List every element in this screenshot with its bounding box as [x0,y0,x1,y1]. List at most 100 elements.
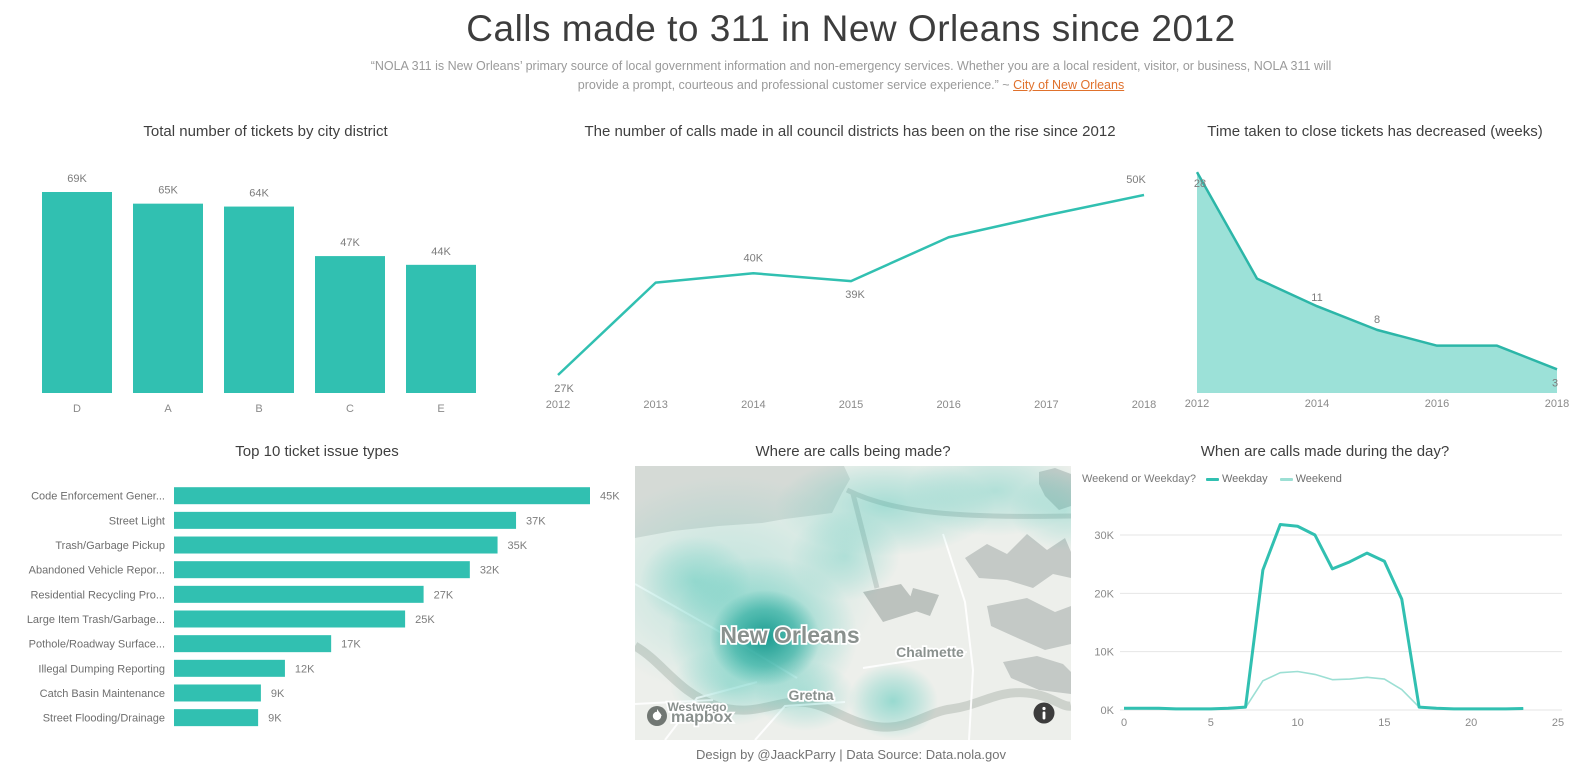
data-label: 35K [508,540,528,552]
map-label-new-orleans: New Orleans [720,622,859,648]
y-axis-label: 0K [1101,705,1115,717]
data-label: 65K [158,185,178,197]
map-industrial-area [907,588,939,616]
category-label: Trash/Garbage Pickup [55,540,165,552]
x-axis-label: 0 [1121,717,1127,729]
x-axis-label: 2018 [1545,398,1569,410]
top-issues-bar-chart: Code Enforcement Gener... 45K Street Light… [27,487,620,727]
x-axis-label: 2013 [643,399,667,411]
x-axis-label: 15 [1378,717,1390,729]
bar-catch-basin-maintenance[interactable] [174,684,261,702]
x-axis-label: 2014 [1305,398,1329,410]
bar-abandoned-vehicle-repor-[interactable] [174,561,470,579]
category-label: Large Item Trash/Garbage... [27,614,165,626]
data-label: 27K [434,589,454,601]
data-label: 32K [480,565,500,577]
data-label: 12K [295,663,315,675]
data-label: 17K [341,639,361,651]
category-label: Street Light [109,515,165,527]
category-label: Pothole/Roadway Surface... [29,639,165,651]
x-axis-label: 2017 [1034,399,1058,411]
x-axis-label: 2012 [546,399,570,411]
heatmap-map-canvas[interactable]: New Orleans Chalmette Gretna Westwego ma… [635,466,1071,740]
data-label: 9K [271,688,285,700]
data-label: 37K [526,515,546,527]
y-axis-label: 10K [1094,647,1114,659]
data-label: 11 [1311,292,1322,304]
district-bar-chart: 69K D 65K A 64K B 47K C 44K E [42,173,476,415]
legend-title: Weekend or Weekday? [1082,473,1196,485]
weekend-legend-swatch [1279,477,1293,481]
bar-code-enforcement-gener-[interactable] [174,487,590,505]
bar-C[interactable] [315,256,385,393]
data-label: 45K [600,491,620,503]
category-label: Illegal Dumping Reporting [38,663,165,675]
weeks-trend-line[interactable] [1195,171,1558,371]
category-label: Abandoned Vehicle Repor... [29,565,165,577]
mapbox-logo[interactable]: mapbox [647,706,734,728]
y-axis-label: 30K [1094,530,1114,542]
x-axis-label: E [437,403,444,415]
panel-calls-by-hour: When are calls made during the day? Week… [1080,438,1570,740]
map-wetland [1003,656,1071,694]
chart-title: The number of calls made in all council … [584,123,1116,140]
bar-trash-garbage-pickup[interactable] [174,536,498,554]
map-label-westwego: Westwego [667,700,726,714]
chart-title: Total number of tickets by city district [143,123,388,140]
panel-calls-by-year: The number of calls made in all council … [530,118,1170,425]
weekday-legend-swatch [1205,477,1219,481]
page-title: Calls made to 311 in New Orleans since 2… [466,8,1236,49]
bar-residential-recycling-pro-[interactable] [174,585,424,603]
subtitle-quote: “NOLA 311 is New Orleans’ primary source… [356,57,1346,95]
bar-street-light[interactable] [174,511,517,529]
data-label: 50K [1126,174,1146,186]
legend-item-weekday[interactable]: Weekday [1221,473,1268,485]
x-axis-label: 20 [1465,717,1477,729]
x-axis-label: C [346,403,354,415]
data-label: 25K [415,614,435,626]
x-axis-label: 5 [1208,717,1214,729]
weeks-area-fill[interactable] [1197,172,1557,393]
data-label: 44K [431,246,451,258]
category-label: Catch Basin Maintenance [40,688,165,700]
bar-B[interactable] [224,206,294,393]
bar-A[interactable] [133,203,203,393]
panel-weeks-to-close: Time taken to close tickets has decrease… [1180,118,1570,425]
bar-large-item-trash-garbage-[interactable] [174,610,406,628]
x-axis-label: 2016 [1425,398,1449,410]
bar-street-flooding-drainage[interactable] [174,709,259,727]
x-axis-label: 25 [1552,717,1564,729]
bar-pothole-roadway-surface-[interactable] [174,635,332,653]
bar-E[interactable] [406,264,476,393]
map-info-button[interactable] [1033,702,1055,724]
x-axis-label: 2015 [839,399,863,411]
data-label: 40K [744,252,764,264]
x-axis-label: 2012 [1185,398,1209,410]
weekday-line[interactable] [1124,523,1524,711]
map-label-chalmette: Chalmette [896,644,964,660]
category-label: Code Enforcement Gener... [31,491,165,503]
category-label: Residential Recycling Pro... [30,589,165,601]
chart-title: When are calls made during the day? [1200,443,1450,460]
map-wetland [987,598,1071,650]
legend-item-weekend[interactable]: Weekend [1295,473,1342,485]
report-header: Calls made to 311 in New Orleans since 2… [64,8,1574,95]
map-heat-layer [635,466,1071,739]
city-of-new-orleans-link[interactable]: City of New Orleans [1013,78,1125,92]
x-axis-label: 2018 [1132,399,1156,411]
panel-top-issues: Top 10 ticket issue types Code Enforceme… [8,438,626,738]
category-label: Street Flooding/Drainage [43,713,165,725]
data-label: 64K [249,188,269,200]
weekend-line[interactable] [1124,670,1524,711]
y-axis-label: 20K [1094,588,1114,600]
calls-by-hour-line-chart: 0K 10K 20K 30K 0 5 10 15 20 25 [1094,523,1564,729]
calls-trend-line[interactable] [557,193,1145,376]
bar-D[interactable] [42,192,112,393]
bar-illegal-dumping-reporting[interactable] [174,659,285,677]
x-axis-label: D [73,403,81,415]
x-axis-label: 2014 [741,399,765,411]
chart-title: Time taken to close tickets has decrease… [1207,123,1543,140]
data-label: 8 [1374,314,1380,326]
data-label: 47K [340,237,360,249]
